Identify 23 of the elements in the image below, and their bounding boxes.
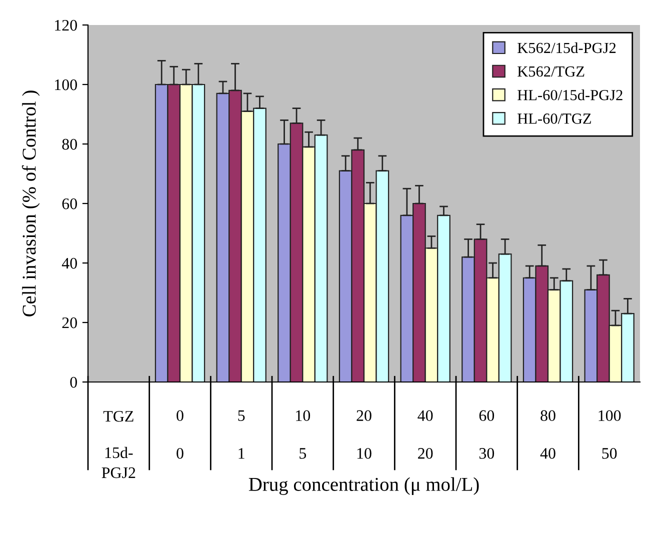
category-label: 0 0 — [176, 410, 184, 459]
legend-label: K562/15d-PGJ2 — [518, 42, 616, 54]
y-axis-title: Cell invasion (% of Control ) — [22, 90, 40, 316]
legend-label: HL-60/15d-PGJ2 — [518, 90, 622, 100]
category-label: 100 50 — [598, 410, 621, 459]
category-label: 5 1 — [238, 410, 245, 459]
category-label: 20 10 — [356, 410, 372, 459]
category-label: 40 20 — [418, 410, 433, 459]
legend-label: HL-60/TGZ — [518, 114, 591, 124]
text: 15d-PGJ2 — [102, 446, 136, 478]
category-label: 10 5 — [296, 410, 310, 459]
text: TGZ — [103, 410, 134, 422]
y-tick-label: 20 — [62, 317, 77, 328]
y-tick-label: 0 — [70, 376, 77, 388]
x-axis-title: Drug concentration (μ mol/L) — [248, 477, 479, 495]
category-label: 80 40 — [540, 410, 556, 459]
y-tick-label: 120 — [55, 20, 77, 31]
legend-label: K562/TGZ — [518, 66, 584, 77]
y-tick-label: 100 — [55, 79, 77, 90]
y-tick-label: 60 — [62, 198, 77, 210]
category-label: 60 30 — [479, 410, 494, 459]
y-tick-label: 40 — [62, 258, 77, 269]
y-tick-label: 80 — [62, 138, 77, 150]
